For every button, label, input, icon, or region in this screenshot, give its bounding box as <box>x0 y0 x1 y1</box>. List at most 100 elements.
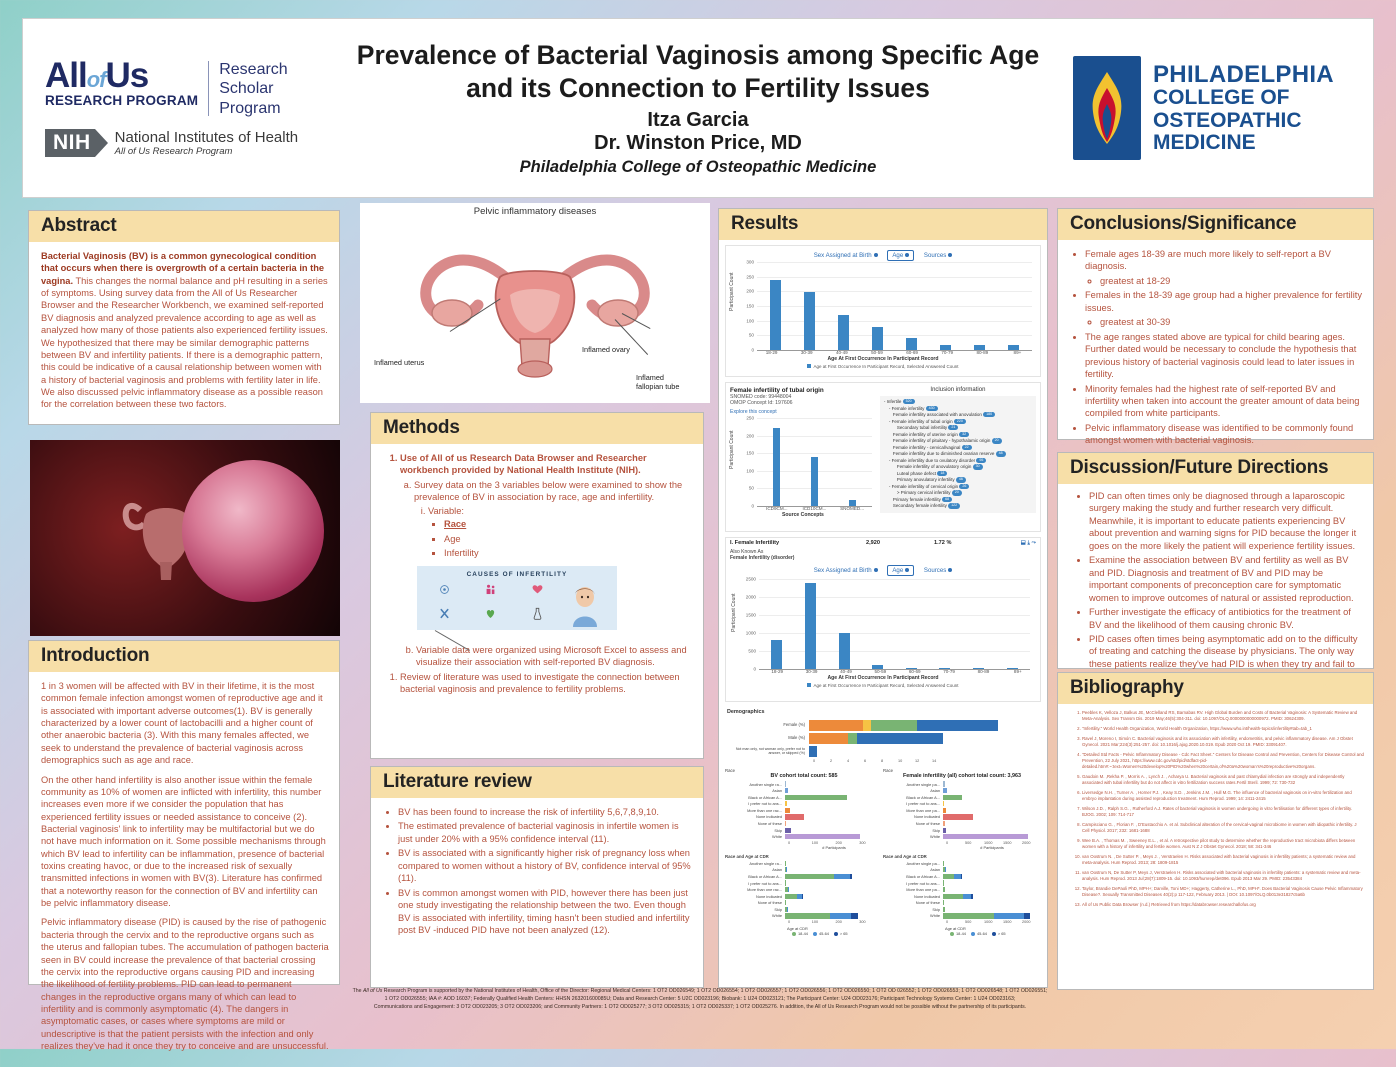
lit-bullet-4: BV is common amongst women with PID, how… <box>398 887 693 937</box>
bib-entry: Taylor, Brandie DePaoli PhD, MPH+; Darvi… <box>1082 886 1365 899</box>
conclusion-text: Females in the 18-39 age group had a hig… <box>1085 290 1362 312</box>
bibliography-body: Peebles K, Velloza J, Balkus JE, McClell… <box>1058 704 1373 918</box>
pcom-line-2: COLLEGE OF <box>1153 87 1334 109</box>
rsp-line-3: Program <box>219 99 287 119</box>
hb-label: Black or African A... <box>883 874 943 879</box>
chart3-xlabel: Age At First Occurrence In Participant R… <box>726 675 1040 681</box>
bib-entry: "Detailed Std Facts - Pelvic Inflammator… <box>1082 752 1365 771</box>
introduction-p2: On the other hand infertility is also an… <box>41 774 329 910</box>
download-icon[interactable]: ⬓ <box>1021 540 1026 546</box>
hb-label: None of these <box>725 821 785 826</box>
methods-item-1b: Variable data were organized using Micro… <box>416 644 693 669</box>
hb-label: None of these <box>725 900 785 905</box>
bib-entry: Liversedge N.H. , Turner A. , Horner P.J… <box>1082 790 1365 803</box>
chart-female-infertility-age: I. Female Infertility 2,920 1.72 % ⬓ ⤓ ⤳… <box>725 537 1041 702</box>
nih-subtitle: All of Us Research Program <box>115 146 298 157</box>
introduction-header: Introduction <box>29 641 339 672</box>
introduction-p3: Pelvic inflammatory disease (PID) is cau… <box>41 916 329 1052</box>
demographics-xaxis: 0 2 4 6 8 10 12 14 <box>813 759 1035 763</box>
abstract-heading: Abstract <box>41 215 329 237</box>
abstract-body: Bacterial Vaginosis (BV) is a common gyn… <box>29 242 339 419</box>
methods-sublist-a: Survey data on the 3 variables below wer… <box>400 479 693 560</box>
bibliography-header: Bibliography <box>1058 673 1373 704</box>
hb-label: Asian <box>725 867 785 872</box>
nih-arrow-icon <box>95 129 108 157</box>
bar-80-89 <box>973 668 984 669</box>
chart1-ytick: 100 <box>746 318 754 323</box>
fi-race-age-xaxis: 0 500 1000 1500 2000 <box>946 920 1041 924</box>
chart2-ytick: 50 <box>749 486 754 491</box>
pcom-flame-icon <box>1073 56 1141 160</box>
hb-label: More than one rac... <box>725 808 785 813</box>
bar-40-49 <box>839 633 850 669</box>
chart1-tab-age[interactable]: Age <box>887 250 914 261</box>
poster-title-line-2: and its Connection to Fertility Issues <box>329 72 1067 104</box>
infographic-icon-lifestyle <box>469 607 512 629</box>
methods-header: Methods <box>371 413 703 444</box>
bib-entry: van Oostrum N, De Sutter P, Meys J, Vers… <box>1082 870 1365 883</box>
demographics-row: Not man only, not woman only, prefer not… <box>725 746 1035 757</box>
hb-label: I prefer not to ans... <box>725 801 785 806</box>
hb-label: Asian <box>725 788 785 793</box>
infographic-title: CAUSES OF INFERTILITY <box>423 571 611 578</box>
conclusion-item: Female ages 18-39 are much more likely t… <box>1085 248 1363 287</box>
label-inflamed-tube-2: fallopian tube <box>636 382 679 391</box>
hb-label: White <box>883 913 943 918</box>
footer-line-1: The All of Us Research Program is suppor… <box>250 988 1150 996</box>
bibliography-list: Peebles K, Velloza J, Balkus JE, McClell… <box>1066 710 1365 908</box>
infographic-woman-illustration <box>559 583 611 629</box>
incl-row[interactable]: Secondary female infertility 122 <box>884 503 1032 510</box>
title-zone: Prevalence of Bacterial Vaginosis among … <box>323 39 1073 177</box>
variable-infertility: Infertility <box>444 547 693 559</box>
chart3-tab-age[interactable]: Age <box>887 565 914 576</box>
conclusion-item: Females in the 18-39 age group had a hig… <box>1085 289 1363 328</box>
bib-entry: Campisciano G. , Florian F. , D'Eustacch… <box>1082 822 1365 835</box>
conclusion-item: Pelvic inflammatory disease was identifi… <box>1085 422 1363 447</box>
bv-race-age-xaxis: 0 100 200 300 <box>788 920 883 924</box>
methods-item-2: Review of literature was used to investi… <box>400 671 693 696</box>
hb-label: Skip <box>725 907 785 912</box>
discussion-panel: Discussion/Future Directions PID can oft… <box>1057 452 1374 669</box>
chart2-xlabel: Source Concepts <box>730 512 876 518</box>
hb-label: None indicated <box>883 814 943 819</box>
methods-list-2: Review of literature was used to investi… <box>383 671 693 696</box>
chart1-tab-sources[interactable]: Sources <box>920 251 956 260</box>
chart3-tab-sex[interactable]: Sex Assigned at Birth <box>810 566 882 575</box>
all-of-us-wordmark: AllofUs <box>45 59 198 92</box>
conclusion-text: Female ages 18-39 are much more likely t… <box>1085 249 1331 271</box>
methods-heading: Methods <box>383 417 693 439</box>
conclusion-subitems: greatest at 18-29 <box>1085 275 1363 287</box>
chart2-yaxis: 250 200 150 100 50 0 <box>730 418 756 506</box>
chart3-ytick: 500 <box>748 649 756 654</box>
chart3-ytick: 1500 <box>746 613 756 618</box>
bib-entry: Wilson J.D. , Ralph S.G. , Rutherford A.… <box>1082 806 1365 819</box>
discussion-bullet: Further investigate the efficacy of anti… <box>1089 606 1363 631</box>
chart2-ytick: 0 <box>751 504 754 509</box>
demographics-title: Demographics <box>725 707 1041 715</box>
conclusion-item: The age ranges stated above are typical … <box>1085 331 1363 381</box>
chart3-tab-sources[interactable]: Sources <box>920 566 956 575</box>
bib-entry: All of Us Public Data Browser (n.d.) Ret… <box>1082 902 1365 908</box>
conclusion-subitems: greatest at 30-39 <box>1085 316 1363 328</box>
methods-sublist-i: Variable: Race Age Infertility <box>414 505 693 560</box>
chart1-tab-sex[interactable]: Sex Assigned at Birth <box>810 251 882 260</box>
all-of-us-us: Us <box>106 56 149 95</box>
bar-89plus <box>1007 668 1018 669</box>
share-icon[interactable]: ⤳ <box>1032 540 1036 546</box>
infographic-icon-ovulation <box>423 583 466 605</box>
bar-50-59 <box>872 327 883 350</box>
methods-list-b: Variable data were organized using Micro… <box>399 644 693 669</box>
export-icon[interactable]: ⤓ <box>1027 540 1029 546</box>
demographics-label: Not man only, not woman only, prefer not… <box>725 748 809 756</box>
explore-concept-link[interactable]: Explore this concept <box>730 409 876 415</box>
label-inflamed-uterus: Inflamed uterus <box>374 358 424 367</box>
chart1-ytick: 200 <box>746 289 754 294</box>
methods-list: Use of All of us Research Data Browser a… <box>383 452 693 560</box>
bar-30-39 <box>804 292 815 350</box>
bibliography-heading: Bibliography <box>1070 677 1363 699</box>
chart1-ytick: 250 <box>746 274 754 279</box>
chart-bv-race-age: Race and Age at CDR Another single ra...… <box>725 854 883 936</box>
info-dot-icon <box>905 253 909 257</box>
demographics-bar <box>809 720 998 731</box>
bar-40-49 <box>838 315 849 350</box>
